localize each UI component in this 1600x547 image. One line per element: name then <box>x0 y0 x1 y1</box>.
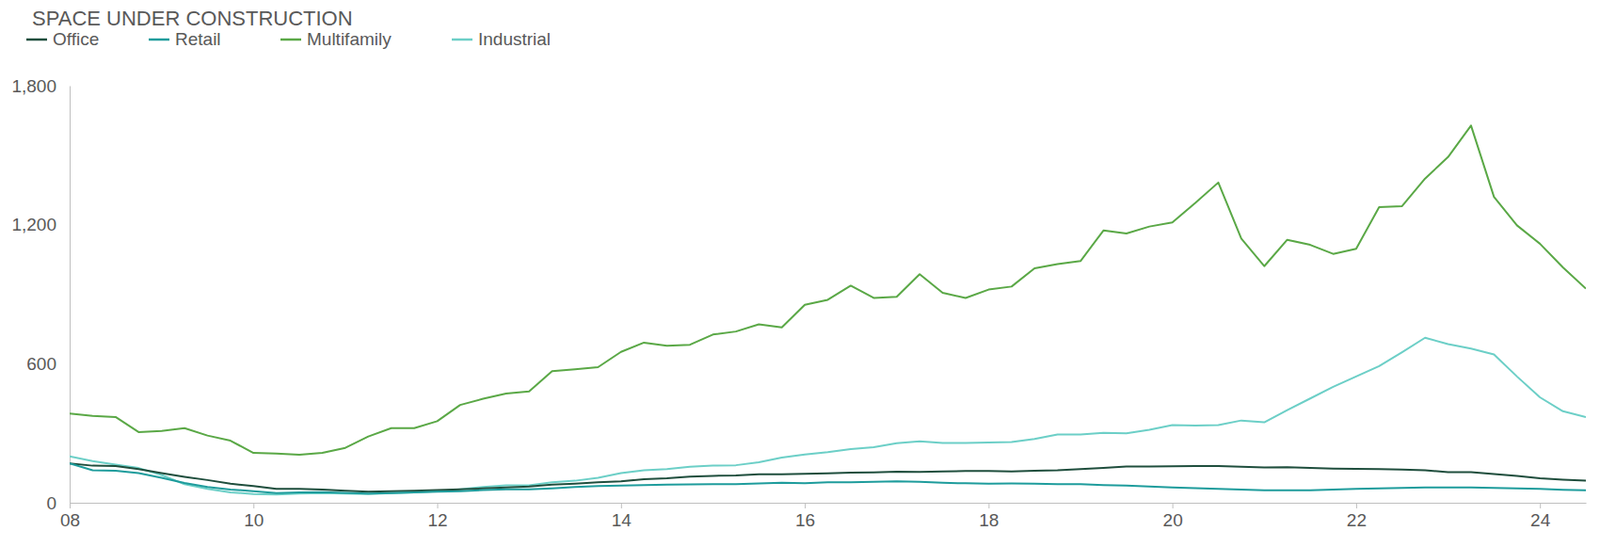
legend-swatch <box>451 38 473 42</box>
plot: 0 600 1,200 1,800 08 10 12 14 16 18 20 22 24 <box>11 76 1586 531</box>
x-tick-mark <box>1539 502 1541 509</box>
legend-item: Retail <box>148 29 222 49</box>
x-tick-label: 12 <box>427 510 448 530</box>
y-tick-label: 0 <box>46 493 57 513</box>
y-tick: 600 <box>26 353 70 374</box>
x-axis: 08 10 12 14 16 18 20 22 24 <box>60 502 1587 530</box>
x-axis-line <box>70 502 1587 504</box>
y-tick: 1,800 <box>11 76 70 96</box>
x-tick: 10 <box>243 502 264 530</box>
legend-item: Industrial <box>451 29 551 49</box>
y-tick-label: 1,800 <box>11 76 57 96</box>
legend-label: Office <box>52 29 99 49</box>
x-tick-label: 10 <box>243 510 264 530</box>
x-tick-label: 20 <box>1163 510 1184 530</box>
legend-item: Multifamily <box>280 29 392 49</box>
x-tick: 22 <box>1346 502 1367 530</box>
x-tick-mark <box>988 502 990 509</box>
x-tick: 08 <box>60 502 80 530</box>
chart: SPACE UNDER CONSTRUCTION 0 600 1,200 1,800 08… <box>0 0 1600 547</box>
x-tick-label: 14 <box>611 510 633 530</box>
y-tick: 1,200 <box>11 214 70 235</box>
x-tick-label: 18 <box>978 510 999 530</box>
x-tick-mark <box>253 502 255 509</box>
legend: Office Retail Multifamily Industrial <box>26 29 551 49</box>
x-tick: 16 <box>795 502 816 530</box>
x-tick: 18 <box>978 502 999 530</box>
title: SPACE UNDER CONSTRUCTION <box>32 6 353 31</box>
x-tick-mark <box>1172 502 1174 509</box>
y-tick-label: 1,200 <box>11 214 57 235</box>
x-tick-label: 22 <box>1346 510 1367 530</box>
x-tick-mark <box>1356 502 1358 509</box>
legend-swatch <box>148 38 170 42</box>
x-tick: 24 <box>1530 502 1552 530</box>
x-tick-mark <box>437 502 439 509</box>
x-tick: 20 <box>1163 502 1184 530</box>
legend-swatch <box>280 38 302 42</box>
x-tick: 14 <box>611 502 633 530</box>
legend-item: Office <box>26 29 99 49</box>
legend-label: Industrial <box>478 29 551 49</box>
lines <box>69 125 1586 495</box>
x-tick-mark <box>804 502 806 509</box>
y-tick-label: 600 <box>26 353 57 374</box>
y-axis-line <box>69 86 71 504</box>
x-tick-mark <box>621 502 623 509</box>
series-line <box>69 463 1586 492</box>
series-line <box>69 337 1586 495</box>
series-line <box>69 125 1586 455</box>
x-tick-mark <box>69 502 71 509</box>
legend-swatch <box>26 38 48 42</box>
y-axis: 0 600 1,200 1,800 <box>11 76 70 513</box>
x-tick-label: 08 <box>60 510 80 530</box>
series-line <box>69 463 1586 494</box>
y-tick: 0 <box>46 493 70 513</box>
x-tick-label: 16 <box>795 510 816 530</box>
x-tick: 12 <box>427 502 448 530</box>
legend-label: Retail <box>175 29 222 49</box>
x-tick-label: 24 <box>1530 510 1552 530</box>
legend-label: Multifamily <box>306 29 392 49</box>
